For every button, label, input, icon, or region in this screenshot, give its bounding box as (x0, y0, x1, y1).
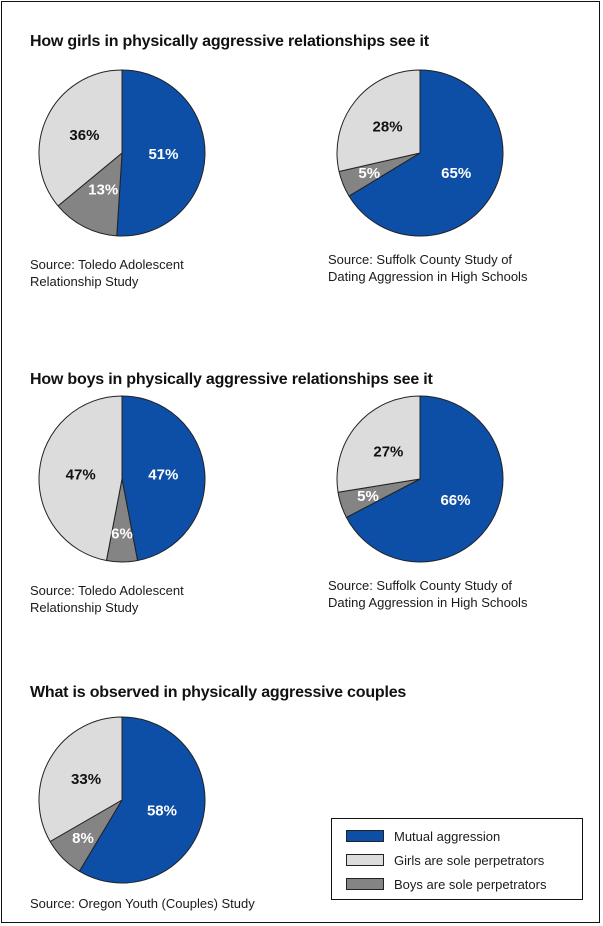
source-line: Source: Toledo Adolescent (30, 257, 184, 272)
pie-slice-girls (38, 716, 123, 842)
source-line: Relationship Study (30, 600, 139, 615)
pie-chart-boys-toledo: 47% 6% 47% (38, 395, 206, 563)
section-title-boys: How boys in physically aggressive relati… (30, 371, 433, 388)
pie-data-label-boys: 5% (357, 488, 379, 505)
pie-data-label-mutual: 66% (440, 492, 470, 509)
source-girls-toledo: Source: Toledo Adolescent Relationship S… (30, 256, 184, 290)
pie-slice-mutual (348, 69, 504, 237)
legend-item-girls: Girls are sole perpetrators (346, 852, 544, 868)
pie-chart-boys-suffolk: 66% 5% 27% (336, 395, 504, 563)
source-line: Source: Oregon Youth (Couples) Study (30, 896, 255, 911)
source-line: Relationship Study (30, 274, 139, 289)
pie-data-label-boys: 6% (111, 525, 133, 542)
pie-data-label-boys: 13% (88, 181, 118, 198)
source-boys-suffolk: Source: Suffolk County Study of Dating A… (328, 577, 527, 611)
source-line: Dating Aggression in High Schools (328, 269, 528, 284)
legend-item-mutual: Mutual aggression (346, 828, 500, 844)
pie-data-label-boys: 8% (72, 830, 94, 847)
legend-label: Boys are sole perpetrators (394, 876, 547, 892)
pie-data-label-boys: 5% (358, 165, 380, 182)
pie-slice-mutual (345, 395, 504, 563)
source-boys-toledo: Source: Toledo Adolescent Relationship S… (30, 582, 184, 616)
pie-chart-girls-suffolk: 65% 5% 28% (336, 69, 504, 237)
source-line: Dating Aggression in High Schools (328, 595, 528, 610)
pie-data-label-girls: 33% (71, 771, 101, 788)
pie-data-label-mutual: 51% (148, 146, 178, 163)
legend: Mutual aggression Girls are sole perpetr… (331, 818, 583, 900)
legend-label: Mutual aggression (394, 828, 501, 844)
pie-data-label-mutual: 58% (147, 803, 177, 820)
pie-data-label-girls: 27% (373, 444, 403, 461)
pie-slice-girls (38, 395, 123, 562)
source-line: Source: Suffolk County Study of (328, 578, 513, 593)
section-title-couples: What is observed in physically aggressiv… (30, 684, 407, 701)
legend-swatch (346, 878, 384, 890)
pie-slice-girls (336, 69, 421, 172)
section-title-girls: How girls in physically aggressive relat… (30, 33, 429, 50)
legend-item-boys: Boys are sole perpetrators (346, 876, 546, 892)
legend-label: Girls are sole perpetrators (394, 852, 545, 868)
pie-slice-mutual (78, 716, 206, 884)
pie-data-label-girls: 36% (69, 127, 99, 144)
pie-chart-girls-toledo: 51% 13% 36% (38, 69, 206, 237)
pie-slice-boys (57, 152, 123, 237)
pie-slice-mutual (116, 69, 206, 237)
pie-slice-girls (336, 395, 421, 493)
legend-swatch (346, 854, 384, 866)
legend-swatch (346, 830, 384, 842)
pie-chart-couples-oregon: 58% 8% 33% (38, 716, 206, 884)
pie-data-label-mutual: 65% (441, 165, 471, 182)
pie-data-label-girls: 47% (66, 467, 96, 484)
pie-slice-girls (38, 69, 123, 207)
pie-data-label-girls: 28% (373, 119, 403, 136)
source-line: Source: Suffolk County Study of (328, 252, 513, 267)
source-couples-oregon: Source: Oregon Youth (Couples) Study (30, 895, 255, 912)
source-line: Source: Toledo Adolescent (30, 583, 184, 598)
pie-slice-mutual (121, 395, 206, 562)
pie-data-label-mutual: 47% (148, 467, 178, 484)
source-girls-suffolk: Source: Suffolk County Study of Dating A… (328, 251, 527, 285)
